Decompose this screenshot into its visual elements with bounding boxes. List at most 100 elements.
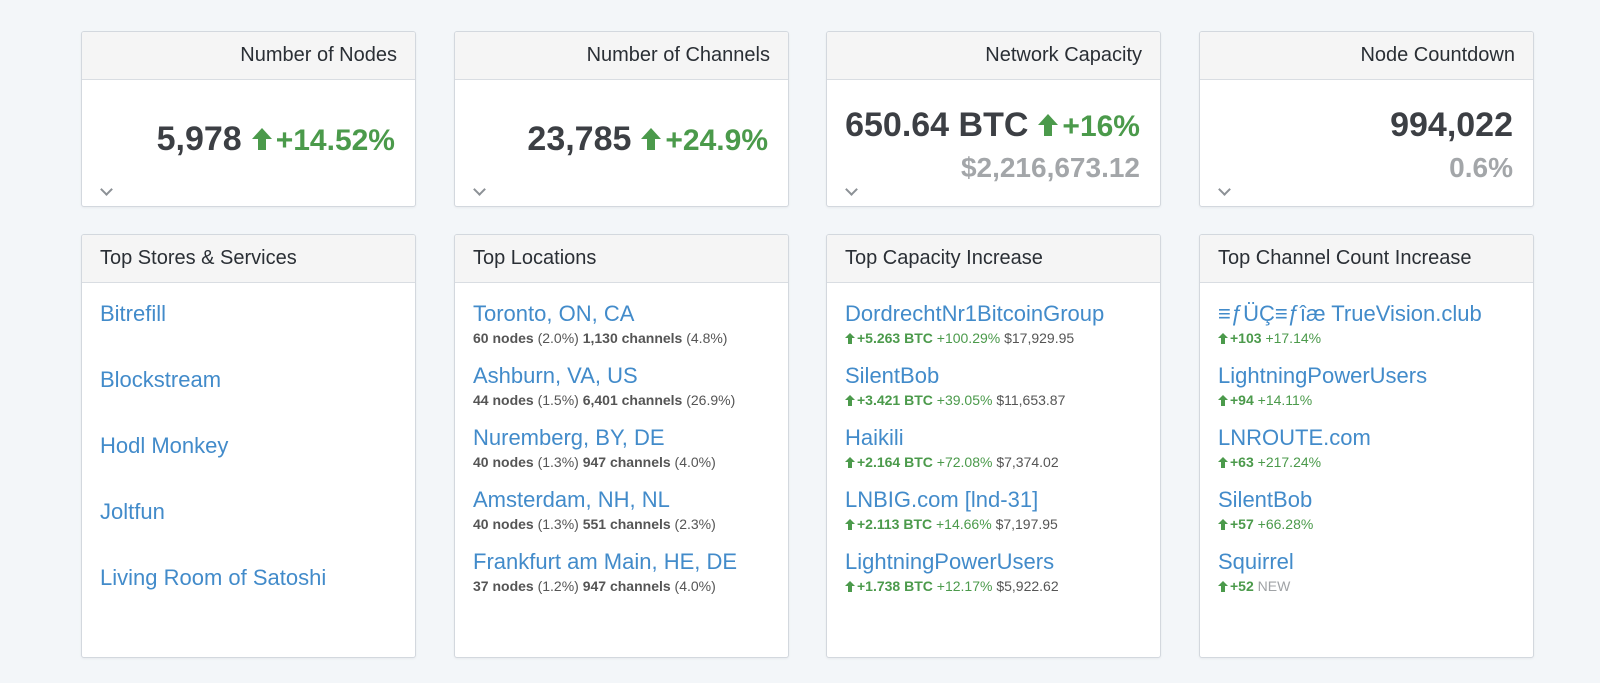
capacity-increase-list: DordrechtNr1BitcoinGroup +5.263 BTC +100… (827, 283, 1160, 611)
node-link[interactable]: SilentBob (1218, 487, 1313, 512)
capacity-delta: +16% (1062, 110, 1140, 143)
node-link[interactable]: ≡ƒÜÇ≡ƒîæ TrueVision.club (1218, 301, 1482, 326)
list-item: Living Room of Satoshi (100, 565, 397, 631)
location-nodes-pct: (1.3%) (537, 454, 579, 470)
location-nodes-pct: (1.3%) (537, 516, 579, 532)
location-nodes-pct: (1.5%) (537, 392, 579, 408)
location-channels-pct: (4.8%) (686, 330, 728, 346)
list-item: Ashburn, VA, US 44 nodes (1.5%) 6,401 ch… (473, 363, 770, 425)
locations-panel: Top Locations Toronto, ON, CA 60 nodes (… (454, 234, 789, 658)
node-link[interactable]: Squirrel (1218, 549, 1294, 574)
list-item: Frankfurt am Main, HE, DE 37 nodes (1.2%… (473, 549, 770, 611)
location-channels: 947 channels (582, 578, 671, 594)
usd-increase: $7,374.02 (996, 454, 1059, 470)
stores-panel: Top Stores & Services Bitrefill Blockstr… (81, 234, 416, 658)
list-item: Amsterdam, NH, NL 40 nodes (1.3%) 551 ch… (473, 487, 770, 549)
stores-list: Bitrefill Blockstream Hodl Monkey Joltfu… (82, 283, 415, 631)
list-item: LightningPowerUsers +1.738 BTC +12.17% $… (845, 549, 1142, 611)
pct-increase: +14.11% (1257, 392, 1313, 408)
pct-increase: +217.24% (1257, 454, 1322, 470)
list-item: Blockstream (100, 367, 397, 433)
usd-increase: $11,653.87 (996, 392, 1066, 408)
pct-increase: +66.28% (1257, 516, 1314, 532)
countdown-value: 994,022 (1390, 106, 1513, 144)
list-item: Hodl Monkey (100, 433, 397, 499)
chevron-down-icon[interactable] (1218, 183, 1231, 196)
channels-value: 23,785 (527, 120, 632, 158)
node-link[interactable]: LightningPowerUsers (1218, 363, 1428, 388)
list-item: LNROUTE.com +63 +217.24% (1218, 425, 1515, 487)
panel-title: Top Locations (455, 235, 788, 283)
node-link[interactable]: SilentBob (845, 363, 940, 388)
node-link[interactable]: DordrechtNr1BitcoinGroup (845, 301, 1105, 326)
channel-count-increase: +52 (1230, 578, 1254, 594)
chevron-down-icon[interactable] (473, 183, 486, 196)
list-item: Toronto, ON, CA 60 nodes (2.0%) 1,130 ch… (473, 301, 770, 363)
btc-increase: +2.164 BTC (857, 454, 933, 470)
arrow-up-icon (1218, 457, 1228, 468)
location-link[interactable]: Frankfurt am Main, HE, DE (473, 549, 738, 574)
btc-increase: +5.263 BTC (857, 330, 933, 346)
nodes-value: 5,978 (156, 120, 242, 158)
capacity-increase-panel: Top Capacity Increase DordrechtNr1Bitcoi… (826, 234, 1161, 658)
arrow-up-icon (845, 395, 855, 406)
channel-count-increase: +94 (1230, 392, 1254, 408)
list-item: LNBIG.com [lnd-31] +2.113 BTC +14.66% $7… (845, 487, 1142, 549)
location-nodes: 40 nodes (473, 454, 534, 470)
node-link[interactable]: LightningPowerUsers (845, 549, 1055, 574)
panel-title: Number of Channels (455, 32, 788, 80)
countdown-panel: Node Countdown 994,022 0.6% (1199, 31, 1534, 207)
pct-increase: +100.29% (936, 330, 1001, 346)
list-item: Bitrefill (100, 301, 397, 367)
btc-increase: +3.421 BTC (857, 392, 933, 408)
store-link[interactable]: Joltfun (100, 499, 165, 524)
arrow-up-icon (845, 519, 855, 530)
location-channels: 551 channels (582, 516, 671, 532)
arrow-up-icon (1038, 114, 1059, 136)
arrow-up-icon (1218, 395, 1228, 406)
location-channels-pct: (26.9%) (686, 392, 736, 408)
node-link[interactable]: Haikili (845, 425, 904, 450)
location-link[interactable]: Amsterdam, NH, NL (473, 487, 670, 512)
locations-list: Toronto, ON, CA 60 nodes (2.0%) 1,130 ch… (455, 283, 788, 611)
list-item: Nuremberg, BY, DE 40 nodes (1.3%) 947 ch… (473, 425, 770, 487)
location-channels-pct: (4.0%) (674, 578, 716, 594)
location-nodes: 44 nodes (473, 392, 534, 408)
panel-title: Top Capacity Increase (827, 235, 1160, 283)
pct-increase: +39.05% (936, 392, 993, 408)
location-link[interactable]: Ashburn, VA, US (473, 363, 638, 388)
list-item: Joltfun (100, 499, 397, 565)
chevron-down-icon[interactable] (845, 183, 858, 196)
list-item: LightningPowerUsers +94 +14.11% (1218, 363, 1515, 425)
capacity-usd: $2,216,673.12 (960, 152, 1140, 183)
arrow-up-icon (1218, 333, 1228, 344)
arrow-up-icon (251, 128, 272, 150)
node-link[interactable]: LNBIG.com [lnd-31] (845, 487, 1039, 512)
location-channels: 1,130 channels (582, 330, 683, 346)
store-link[interactable]: Blockstream (100, 367, 222, 392)
usd-increase: $17,929.95 (1004, 330, 1075, 346)
pct-increase: +72.08% (936, 454, 993, 470)
location-link[interactable]: Toronto, ON, CA (473, 301, 635, 326)
channel-count-increase: +63 (1230, 454, 1254, 470)
panel-title: Top Channel Count Increase (1200, 235, 1533, 283)
store-link[interactable]: Hodl Monkey (100, 433, 229, 458)
usd-increase: $7,197.95 (995, 516, 1058, 532)
panel-title: Network Capacity (827, 32, 1160, 80)
panel-title: Top Stores & Services (82, 235, 415, 283)
location-nodes: 60 nodes (473, 330, 534, 346)
arrow-up-icon (1218, 519, 1228, 530)
arrow-up-icon (641, 128, 662, 150)
store-link[interactable]: Living Room of Satoshi (100, 565, 327, 590)
arrow-up-icon (1218, 581, 1228, 592)
location-channels-pct: (4.0%) (674, 454, 716, 470)
node-link[interactable]: LNROUTE.com (1218, 425, 1371, 450)
list-item: SilentBob +57 +66.28% (1218, 487, 1515, 549)
location-link[interactable]: Nuremberg, BY, DE (473, 425, 665, 450)
list-item: Haikili +2.164 BTC +72.08% $7,374.02 (845, 425, 1142, 487)
channels-delta: +24.9% (665, 124, 768, 157)
btc-increase: +2.113 BTC (857, 516, 933, 532)
chevron-down-icon[interactable] (100, 183, 113, 196)
store-link[interactable]: Bitrefill (100, 301, 167, 326)
btc-increase: +1.738 BTC (857, 578, 933, 594)
